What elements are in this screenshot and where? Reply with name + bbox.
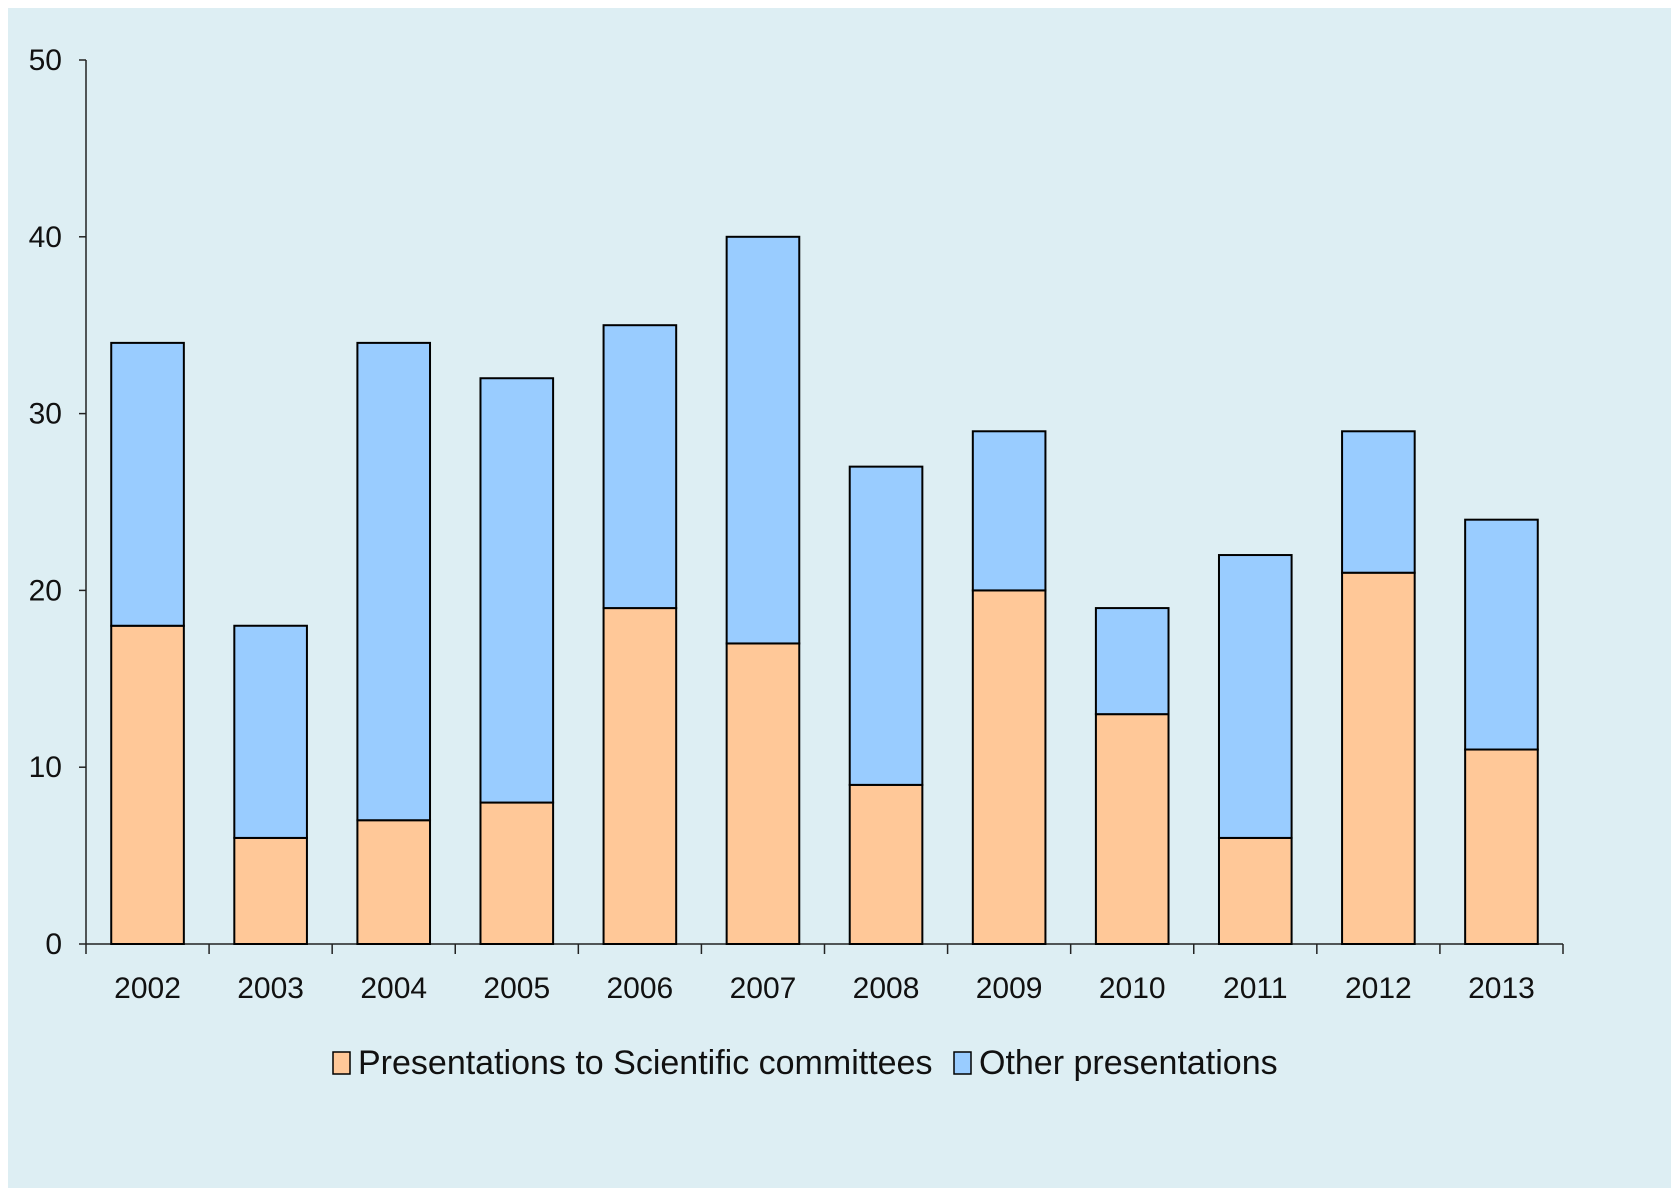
y-tick-label: 40 [29, 221, 62, 254]
y-axis: 0 10 20 30 40 50 [29, 44, 87, 961]
x-tick-label: 2003 [237, 972, 304, 1005]
y-tick-label: 30 [29, 398, 62, 431]
y-tick-label: 10 [29, 751, 62, 784]
bar-segment-scientific-committees [479, 801, 555, 945]
bar-segment-other-presentations [1341, 430, 1416, 574]
bar-segment-other-presentations [110, 341, 185, 627]
bar-segment-scientific-committees [971, 589, 1047, 946]
bar-segment-scientific-committees [602, 607, 678, 946]
bar-segment-other-presentations [479, 377, 555, 804]
legend: Presentations to Scientific committees Ot… [332, 1044, 1278, 1082]
bar-segment-other-presentations [848, 465, 924, 786]
x-tick-label: 2005 [483, 972, 550, 1005]
bar-segment-other-presentations [725, 235, 801, 645]
bar-segment-other-presentations [1217, 554, 1293, 839]
y-tick-label: 20 [29, 574, 62, 607]
x-tick-label: 2006 [607, 972, 674, 1005]
x-tick-label: 2011 [1223, 972, 1288, 1005]
y-tick-label: 0 [45, 928, 62, 961]
x-tick-label: 2010 [1099, 972, 1166, 1005]
bar-segment-scientific-committees [233, 836, 308, 945]
x-tick-label: 2007 [730, 972, 797, 1005]
bars [110, 235, 1539, 946]
x-tick-label: 2013 [1468, 972, 1535, 1005]
bar-segment-other-presentations [1094, 607, 1170, 716]
chart-background [8, 8, 1671, 1188]
x-axis: 2002 2003 2004 2005 2006 2007 2008 2009 2010 2011… [85, 943, 1564, 1005]
y-tick-label: 50 [29, 44, 62, 77]
bar-segment-other-presentations [1464, 518, 1539, 751]
legend-label: Other presentations [979, 1044, 1278, 1082]
bar-segment-scientific-committees [725, 642, 801, 945]
x-tick-label: 2008 [853, 972, 920, 1005]
x-tick-label: 2004 [360, 972, 427, 1005]
bar-segment-scientific-committees [1464, 748, 1539, 946]
bar-segment-scientific-committees [1094, 713, 1170, 945]
bar-segment-scientific-committees [1341, 571, 1416, 945]
bar-segment-scientific-committees [848, 783, 924, 945]
bar-segment-scientific-committees [356, 819, 432, 945]
bar-segment-other-presentations [602, 324, 678, 610]
legend-label: Presentations to Scientific committees [358, 1044, 932, 1082]
x-tick-label: 2012 [1345, 972, 1412, 1005]
bar-segment-other-presentations [233, 624, 308, 839]
bar-segment-other-presentations [971, 430, 1047, 592]
x-tick-label: 2002 [114, 972, 181, 1005]
legend-swatch [332, 1051, 351, 1075]
bar-segment-scientific-committees [1217, 836, 1293, 945]
bar-segment-other-presentations [356, 341, 432, 822]
x-tick-label: 2009 [976, 972, 1043, 1005]
legend-swatch [953, 1051, 972, 1075]
bar-segment-scientific-committees [110, 624, 185, 945]
